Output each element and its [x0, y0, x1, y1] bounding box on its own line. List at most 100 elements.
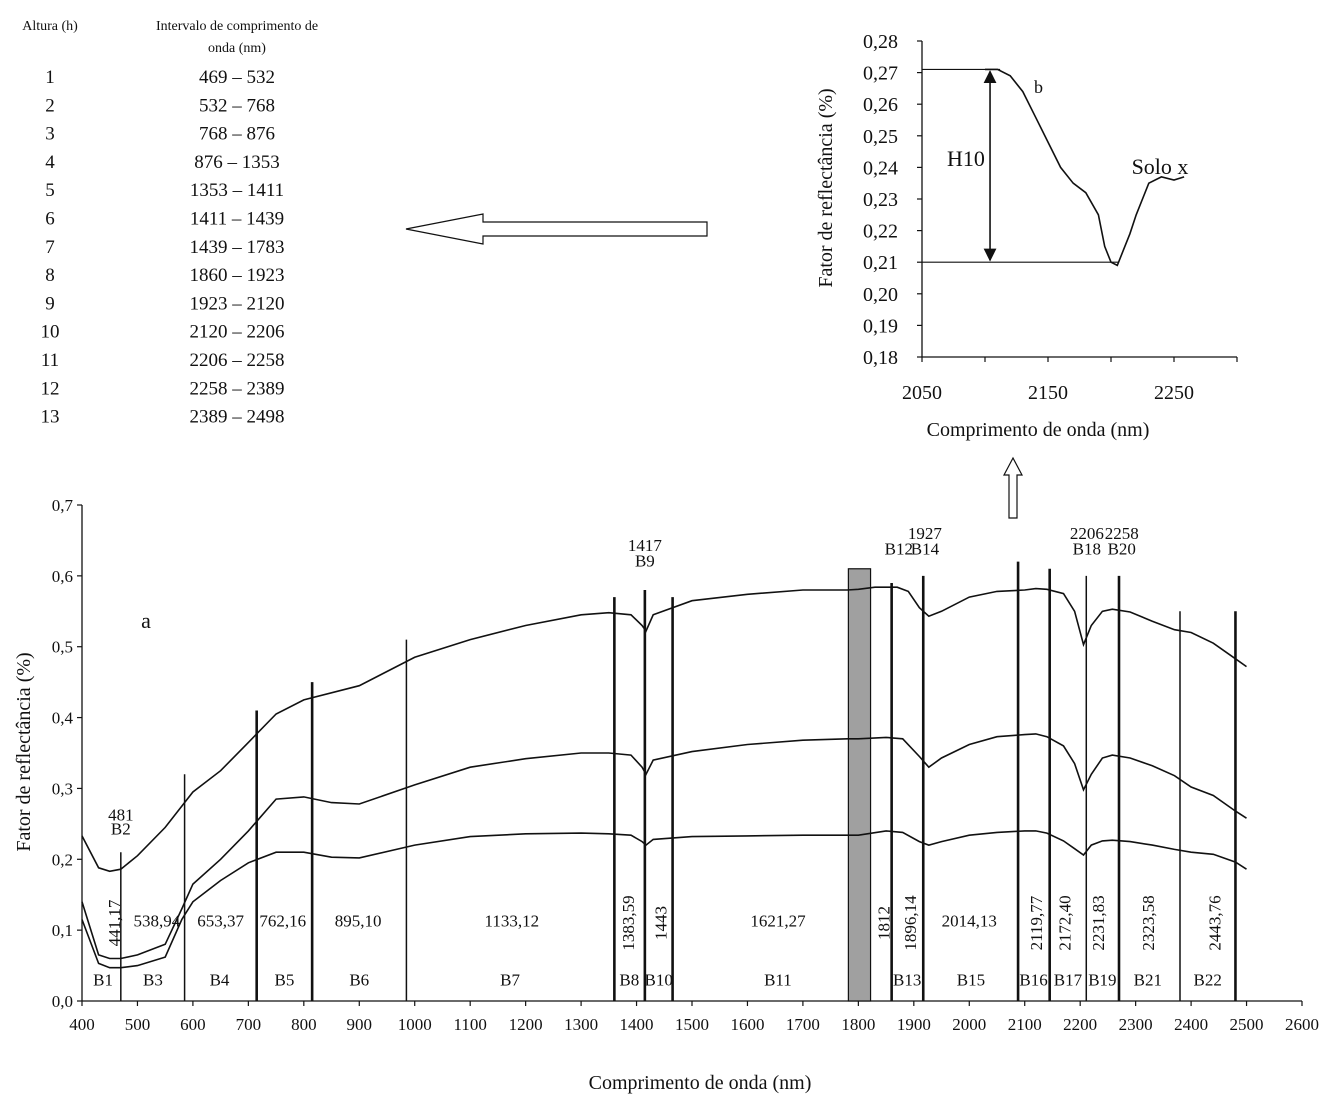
main-y-tick-label: 0,0	[52, 992, 73, 1011]
band-top-label: 2206	[1070, 524, 1104, 543]
main-axes	[77, 504, 1303, 1006]
band-name-label: B22	[1194, 970, 1222, 989]
main-y-tick-label: 0,5	[52, 638, 73, 657]
main-y-axis-title: Fator de reflectância (%)	[13, 652, 35, 851]
table-row-range: 876 – 1353	[194, 152, 280, 173]
inset-y-tick-label: 0,22	[863, 221, 898, 243]
table-row-range: 2120 – 2206	[190, 322, 285, 343]
spectral-curve-2	[81, 733, 1247, 960]
main-y-tick-label: 0,7	[52, 496, 74, 515]
spectral-curve-3	[81, 830, 1247, 969]
table-row-range: 1353 – 1411	[190, 180, 284, 201]
water-absorption-band	[847, 568, 872, 1002]
main-x-tick-label: 2400	[1174, 1015, 1208, 1034]
main-x-tick-label: 600	[180, 1015, 206, 1034]
table-row-range: 469 – 532	[199, 67, 275, 88]
band-name-label: B16	[1019, 970, 1047, 989]
table-row-height: 7	[45, 237, 55, 258]
inset-y-tick-label: 0,27	[863, 63, 898, 85]
main-x-tick-label: 500	[125, 1015, 151, 1034]
band-name-label: B19	[1088, 970, 1116, 989]
band-center-label-vertical: 1383,59	[619, 895, 638, 950]
table-row-height: 10	[41, 322, 60, 343]
band-center-label-vertical: 2443,76	[1205, 895, 1224, 950]
band-name-label: B21	[1134, 970, 1162, 989]
table-row-height: 4	[45, 152, 55, 173]
band-name-label: B7	[500, 970, 520, 989]
main-x-tick-label: 2200	[1063, 1015, 1097, 1034]
band-center-label-vertical: 1443	[651, 906, 670, 940]
spectral-curve-1	[81, 586, 1247, 873]
inset-y-tick-label: 0,28	[863, 31, 898, 53]
band-name-label: B17	[1054, 970, 1083, 989]
inset-y-tick-label: 0,26	[863, 94, 898, 116]
table-row-range: 1923 – 2120	[190, 293, 285, 314]
main-x-tick-label: 1200	[509, 1015, 543, 1034]
interval-table: Altura (h) Intervalo de comprimento de o…	[22, 19, 318, 428]
band-name-label: B6	[349, 970, 369, 989]
table-col2-header-line2: onda (nm)	[208, 41, 266, 56]
inset-y-axis-title: Fator de reflectância (%)	[815, 88, 837, 287]
band-top-label: B9	[635, 552, 655, 571]
up-arrow-icon	[1003, 456, 1023, 519]
inset-y-tick-label: 0,25	[863, 126, 898, 148]
inset-y-tick-label: 0,24	[863, 157, 898, 179]
main-x-tick-label: 2100	[1008, 1015, 1042, 1034]
table-row-height: 5	[45, 180, 55, 201]
table-row-height: 2	[45, 95, 55, 116]
inset-y-tick-label: 0,20	[863, 284, 898, 306]
table-row-height: 12	[41, 378, 60, 399]
table-row-range: 768 – 876	[199, 124, 275, 145]
inset-y-tick-label: 0,19	[863, 315, 898, 337]
band-top-label: 1927	[908, 524, 943, 543]
main-y-tick-label: 0,1	[52, 921, 73, 940]
inset-y-tick-label: 0,18	[863, 347, 898, 369]
main-x-tick-label: 900	[347, 1015, 373, 1034]
left-arrow-icon	[405, 213, 708, 245]
band-center-label-vertical: 1812	[874, 906, 893, 940]
inset-x-tick-label: 2250	[1154, 382, 1194, 404]
band-name-label: B1	[93, 970, 113, 989]
table-row-range: 2206 – 2258	[190, 350, 285, 371]
main-y-tick-label: 0,4	[52, 709, 74, 728]
band-name-label: B5	[274, 970, 294, 989]
inset-series-label: Solo x	[1132, 154, 1189, 179]
main-y-tick-label: 0,2	[52, 850, 73, 869]
inset-x-axis-title: Comprimento de onda (nm)	[927, 419, 1150, 441]
table-col2-header-line1: Intervalo de comprimento de	[156, 19, 318, 34]
inset-axes	[917, 40, 1238, 362]
inset-marker-label: b	[1034, 77, 1043, 97]
band-center-label: 1621,27	[750, 912, 806, 931]
band-center-label-vertical: 2323,58	[1139, 895, 1158, 950]
main-x-tick-label: 2500	[1230, 1015, 1264, 1034]
band-top-label: B20	[1108, 540, 1136, 559]
band-center-label: 653,37	[197, 912, 244, 931]
band-center-label: 895,10	[335, 912, 382, 931]
band-center-label-vertical: 441,17	[105, 899, 124, 946]
table-rows: 1 469 – 532 2 532 – 768 3 768 – 876 4 876 – 135…	[41, 67, 285, 428]
band-center-label: 538,94	[133, 912, 180, 931]
band-name-label: B8	[619, 970, 639, 989]
band-center-label-vertical: 2231,83	[1089, 895, 1108, 950]
table-row-range: 1860 – 1923	[190, 265, 285, 286]
table-row-height: 1	[45, 67, 55, 88]
table-row-range: 2258 – 2389	[190, 378, 285, 399]
main-x-tick-label: 1700	[786, 1015, 820, 1034]
band-top-label: B14	[911, 540, 940, 559]
main-x-tick-label: 1800	[841, 1015, 875, 1034]
main-x-tick-label: 2000	[952, 1015, 986, 1034]
band-name-label: B15	[957, 970, 985, 989]
inset-spectral-curve	[985, 68, 1185, 267]
main-x-tick-label: 1500	[675, 1015, 709, 1034]
table-row-range: 2389 – 2498	[190, 407, 285, 428]
band-name-label: B11	[764, 970, 792, 989]
table-row-range: 1439 – 1783	[190, 237, 285, 258]
table-row-height: 11	[41, 350, 59, 371]
main-tick-labels: 0,0 0,1 0,2 0,3 0,4 0,5 0,6 0,7 400 500 600 700 800 9…	[52, 496, 1319, 1034]
band-top-label: B18	[1073, 540, 1101, 559]
band-top-label: 481	[108, 805, 134, 824]
table-row-height: 8	[45, 265, 55, 286]
main-x-tick-label: 2600	[1285, 1015, 1319, 1034]
